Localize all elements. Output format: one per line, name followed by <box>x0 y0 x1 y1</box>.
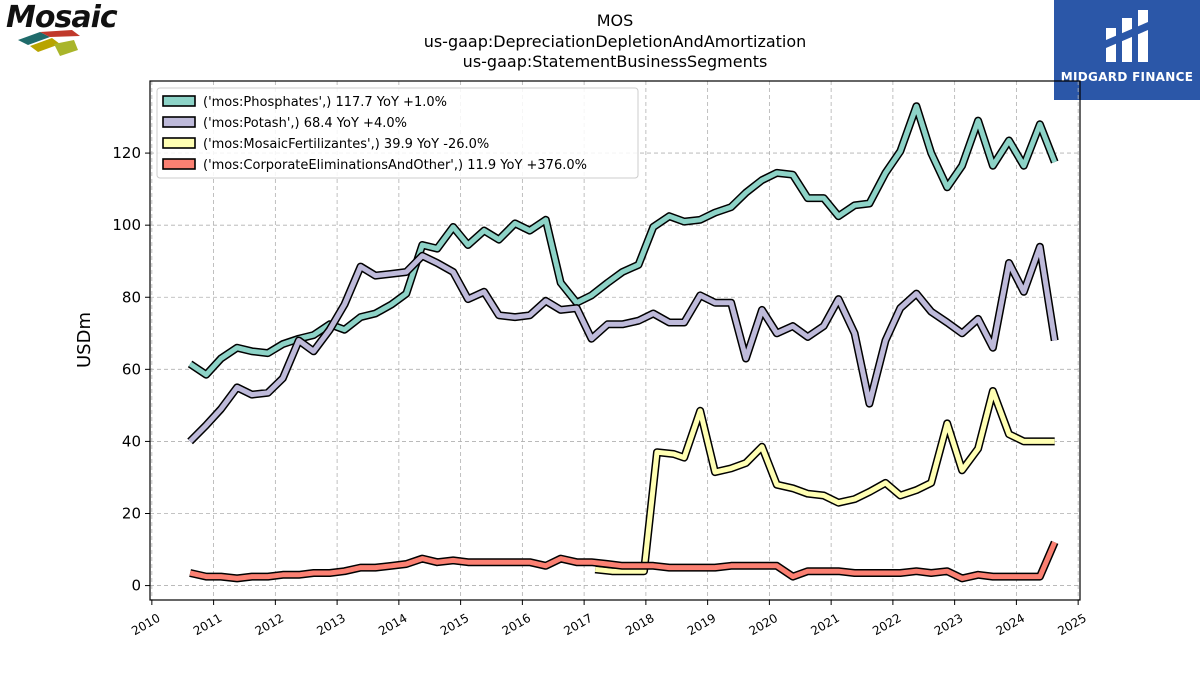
x-tick-label: 2023 <box>932 611 965 638</box>
x-tick-label: 2021 <box>808 611 841 638</box>
midgard-finance-logo: MIDGARD FINANCE <box>1054 0 1200 100</box>
x-tick-label: 2018 <box>623 611 656 638</box>
series-line <box>189 541 1057 581</box>
y-tick-label: 20 <box>122 505 141 523</box>
chart-subtitle-2: us-gaap:StatementBusinessSegments <box>462 52 768 71</box>
x-tick-label: 2019 <box>685 611 718 638</box>
x-tick-label: 2024 <box>994 611 1027 638</box>
x-tick-label: 2022 <box>870 611 903 638</box>
legend-entry: ('mos:Potash',) 68.4 YoY +4.0% <box>203 116 407 131</box>
plot-frame <box>149 80 1081 601</box>
series-line <box>188 244 1058 444</box>
x-tick-label: 2013 <box>314 611 347 638</box>
legend-entry: ('mos:CorporateEliminationsAndOther',) 1… <box>203 158 587 173</box>
y-tick-label: 100 <box>112 216 141 234</box>
series-line <box>594 388 1055 574</box>
x-tick-label: 2016 <box>500 611 533 638</box>
y-axis-label: USDm <box>74 312 95 368</box>
legend-swatch <box>162 158 196 170</box>
legend-swatch <box>162 137 196 149</box>
y-tick-label: 0 <box>131 577 141 595</box>
x-tick-label: 2017 <box>561 611 594 638</box>
series-lines <box>187 102 1059 583</box>
x-tick-label: 2012 <box>253 611 286 638</box>
midgard-logo-text: MIDGARD FINANCE <box>1060 70 1194 84</box>
x-tick-label: 2025 <box>1055 611 1088 638</box>
mosaic-logo-tiles <box>18 30 80 56</box>
legend-swatch <box>162 116 196 128</box>
chart-title: MOS <box>596 11 634 30</box>
y-tick-label: 60 <box>122 360 141 378</box>
x-tick-label: 2014 <box>376 611 409 638</box>
legend-box <box>156 87 639 179</box>
y-tick-label: 120 <box>112 144 141 162</box>
x-tick-label: 2011 <box>191 611 224 638</box>
x-tick-label: 2015 <box>438 611 471 638</box>
y-tick-label: 40 <box>122 432 141 450</box>
legend-entry: ('mos:Phosphates',) 117.7 YoY +1.0% <box>203 95 447 110</box>
y-tick-label: 80 <box>122 288 141 306</box>
legend-swatch <box>162 95 196 107</box>
chart-subtitle-1: us-gaap:DepreciationDepletionAndAmortiza… <box>423 32 807 51</box>
mosaic-logo-text: Mosaic <box>6 0 118 35</box>
legend: ('mos:Phosphates',) 117.7 YoY +1.0% ('mos… <box>156 87 639 179</box>
x-tick-label: 2010 <box>129 611 162 638</box>
mosaic-logo: Mosaic <box>0 0 130 62</box>
x-tick-label: 2020 <box>747 611 780 638</box>
legend-entry: ('mos:MosaicFertilizantes',) 39.9 YoY -2… <box>203 137 489 152</box>
midgard-logo-mark <box>1106 10 1148 62</box>
